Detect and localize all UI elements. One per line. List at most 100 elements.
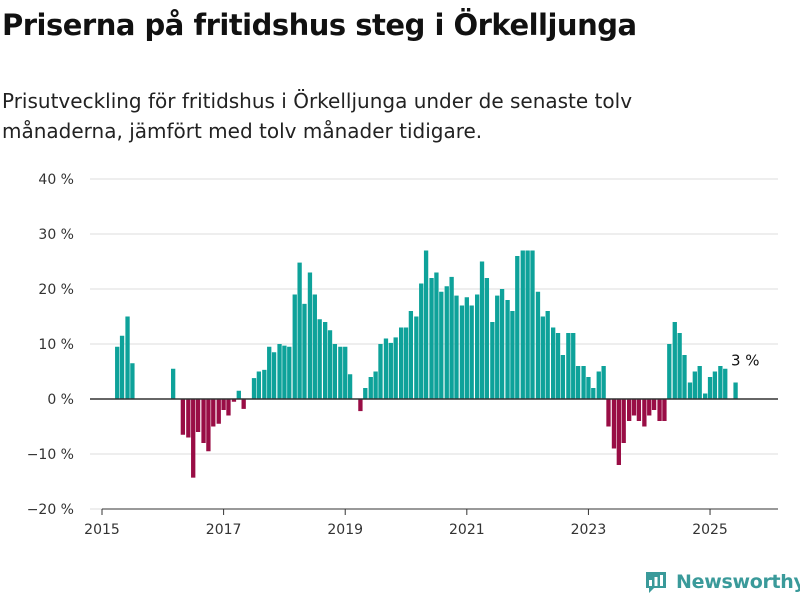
- bars: [115, 250, 738, 478]
- bar: [271, 352, 277, 399]
- bar: [490, 322, 495, 399]
- bar: [403, 327, 409, 399]
- bar: [642, 399, 647, 427]
- bar: [499, 289, 505, 399]
- bar: [251, 378, 257, 399]
- brand-name: Newsworthy: [676, 571, 800, 593]
- bar: [667, 344, 672, 399]
- bar: [449, 276, 454, 399]
- bar: [616, 399, 621, 465]
- bar: [651, 399, 657, 410]
- bar: [707, 377, 713, 399]
- bar: [611, 399, 617, 449]
- bar: [540, 316, 545, 399]
- bar: [414, 316, 419, 399]
- bar: [495, 295, 500, 399]
- page-title: Priserna på fritidshus steg i Örkelljung…: [2, 8, 637, 42]
- bar: [211, 399, 216, 427]
- bar: [627, 399, 632, 421]
- bar: [368, 377, 373, 399]
- bar: [282, 345, 287, 399]
- bar: [195, 399, 201, 432]
- bar: [125, 316, 130, 399]
- x-tick-label: 2019: [327, 522, 363, 538]
- tick-labels: −20 % −10 % 0 % 10 % 20 % 30 % 40 % 2015 2017 201…: [27, 172, 760, 538]
- bar: [383, 338, 389, 399]
- bar: [515, 256, 520, 399]
- axes: [90, 398, 778, 515]
- y-tick-label: 30 %: [38, 227, 74, 243]
- bar: [393, 337, 398, 399]
- bar: [657, 399, 662, 421]
- bar: [201, 399, 206, 443]
- bar: [226, 399, 231, 416]
- bar: [566, 333, 571, 399]
- bar: [718, 366, 723, 399]
- bar: [677, 333, 682, 399]
- bar: [692, 371, 697, 399]
- bar: [703, 393, 708, 399]
- bar: [180, 399, 186, 435]
- bar: [712, 371, 718, 399]
- bar: [434, 272, 439, 399]
- bar: [535, 291, 541, 399]
- x-tick-label: 2015: [84, 522, 120, 538]
- y-tick-label: 40 %: [38, 172, 74, 188]
- bar: [596, 371, 601, 399]
- bar: [697, 366, 702, 399]
- bar: [631, 399, 637, 416]
- bar: [479, 261, 485, 399]
- bar: [505, 300, 510, 399]
- bar: [216, 399, 221, 424]
- bar: [262, 369, 267, 399]
- bar: [373, 371, 378, 399]
- bar: [338, 346, 343, 399]
- y-tick-label: −10 %: [27, 447, 74, 463]
- bar: [733, 382, 738, 399]
- bar: [662, 399, 667, 421]
- bar: [317, 319, 322, 399]
- bar: [636, 399, 642, 421]
- bar: [297, 262, 302, 399]
- bar: [277, 344, 282, 399]
- bar: [687, 382, 693, 399]
- x-tick-label: 2023: [571, 522, 607, 538]
- x-tick-label: 2021: [449, 522, 485, 538]
- bar: [267, 346, 272, 399]
- bar: [343, 346, 348, 399]
- bar: [581, 366, 586, 399]
- bar: [419, 283, 424, 399]
- bar: [241, 399, 246, 409]
- y-tick-label: 0 %: [47, 392, 74, 408]
- bar: [399, 327, 404, 399]
- bar: [307, 272, 313, 399]
- bar: [115, 346, 120, 399]
- bar: [464, 297, 469, 399]
- bar: [186, 399, 191, 438]
- bar: [444, 286, 449, 399]
- bar: [525, 250, 530, 399]
- chart-subtitle: Prisutveckling för fritidshus i Örkellju…: [2, 89, 633, 143]
- bar: [323, 322, 328, 399]
- y-tick-label: −20 %: [27, 502, 74, 518]
- bar: [475, 294, 480, 399]
- bar: [130, 363, 135, 399]
- bar: [682, 355, 687, 399]
- bar: [510, 311, 515, 399]
- bar: [551, 327, 556, 399]
- bar: [469, 305, 474, 399]
- bar: [292, 294, 297, 399]
- bar: [287, 346, 292, 399]
- bar: [575, 366, 581, 399]
- bar: [560, 355, 566, 399]
- bar: [459, 305, 465, 399]
- bar: [327, 330, 333, 399]
- bar: [484, 278, 490, 399]
- bar: [302, 303, 307, 399]
- bar: [601, 366, 606, 399]
- y-tick-label: 10 %: [38, 337, 74, 353]
- bar: [591, 388, 596, 399]
- bar: [358, 399, 363, 412]
- brand-logo: Newsworthy: [644, 568, 800, 596]
- bar: [571, 333, 576, 399]
